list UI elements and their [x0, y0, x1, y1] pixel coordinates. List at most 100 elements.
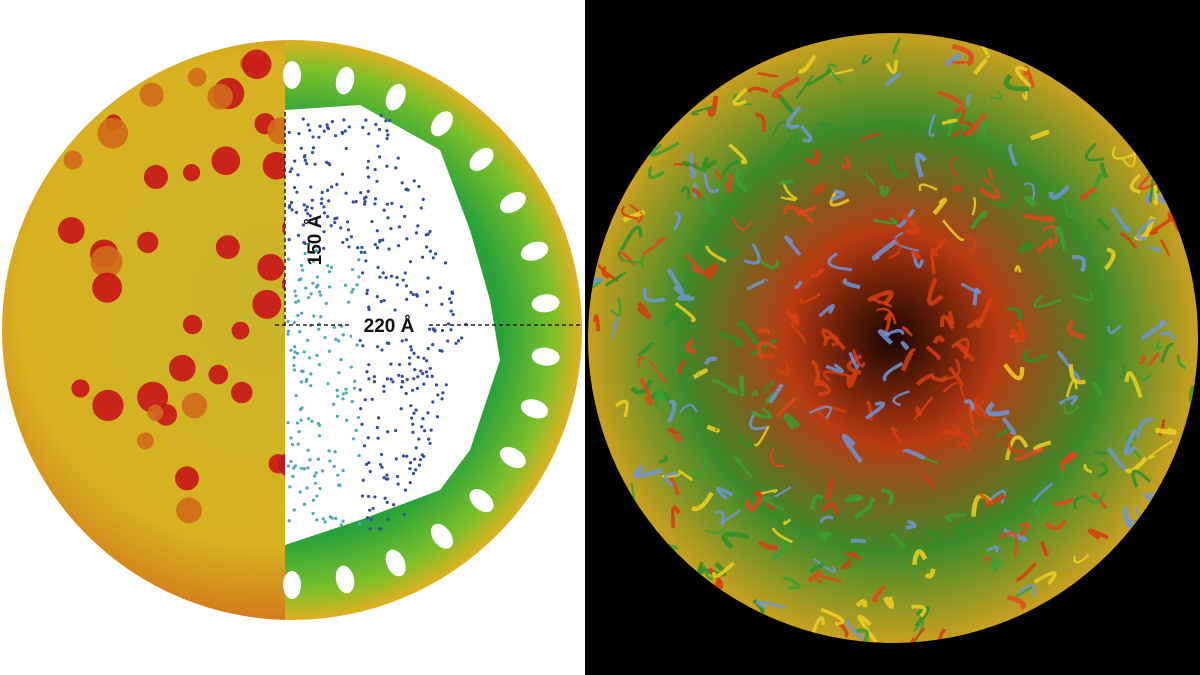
ribbon [771, 527, 793, 544]
spike [92, 389, 124, 422]
hole [531, 347, 560, 366]
dot [301, 268, 305, 272]
spike [230, 381, 253, 404]
ribbon [721, 159, 742, 178]
ribbon [1148, 179, 1154, 203]
dot [395, 283, 399, 287]
dot [292, 368, 297, 372]
ribbon [648, 359, 667, 383]
dot [431, 343, 435, 347]
ribbon [684, 253, 704, 275]
dot [411, 471, 416, 476]
ribbon [882, 596, 895, 609]
ribbon [810, 267, 826, 279]
dot [421, 416, 425, 421]
dot [412, 377, 416, 381]
dot [362, 444, 367, 448]
dot [297, 132, 301, 136]
dot [303, 153, 307, 158]
ribbon [702, 263, 718, 281]
hole [520, 399, 549, 419]
dot [394, 428, 398, 433]
ribbon [914, 152, 927, 178]
ribbon [950, 128, 963, 138]
dot [339, 358, 343, 362]
dot [359, 407, 363, 411]
dot [419, 206, 423, 210]
dot [292, 363, 296, 368]
dot [403, 271, 407, 275]
dot [329, 265, 333, 269]
ribbon [831, 189, 845, 202]
ribbon [925, 345, 941, 360]
dot [395, 275, 399, 280]
ribbon [947, 116, 953, 137]
hole [469, 489, 494, 513]
dot [405, 454, 409, 458]
dot [307, 356, 312, 360]
ribbon [753, 425, 770, 447]
dot [420, 425, 424, 429]
spike [147, 404, 164, 421]
dot [342, 118, 346, 122]
dot [319, 201, 324, 205]
ribbon [1129, 173, 1142, 194]
spike [182, 164, 201, 182]
dot [387, 247, 391, 251]
ribbon [1053, 497, 1074, 507]
dot [351, 200, 355, 204]
dot [290, 167, 294, 171]
dot [363, 200, 367, 204]
ribbon [930, 247, 939, 274]
dot [391, 380, 395, 384]
dot [385, 129, 389, 133]
dot [412, 179, 416, 183]
ribbon [1039, 540, 1049, 557]
spike [257, 253, 285, 281]
ribbon [1048, 184, 1071, 200]
dot [328, 285, 332, 289]
dot [400, 181, 404, 185]
ribbon [944, 53, 962, 68]
dot [366, 175, 371, 179]
dot [384, 477, 389, 481]
dot [450, 290, 454, 294]
ribbon [776, 360, 790, 376]
dot [304, 208, 308, 212]
ribbon [711, 377, 739, 395]
dot [339, 523, 343, 527]
ribbon [1066, 319, 1086, 340]
ribbon [1034, 502, 1052, 514]
dot [330, 516, 334, 520]
dot [308, 458, 312, 462]
dot [366, 189, 370, 193]
ribbon [782, 518, 792, 525]
dot [414, 292, 419, 297]
dot [384, 275, 388, 280]
dot [294, 210, 299, 214]
ribbon [820, 607, 845, 626]
dot [335, 182, 339, 187]
dot [424, 303, 429, 307]
dot [411, 430, 415, 434]
dot [311, 511, 315, 516]
ribbon [1124, 371, 1143, 399]
dot [449, 328, 453, 332]
dot [289, 348, 293, 352]
dot [399, 385, 404, 389]
dot [375, 229, 379, 233]
ribbon [1111, 146, 1136, 160]
ribbon [795, 74, 814, 99]
dot [434, 383, 439, 387]
dot [305, 162, 309, 166]
ribbon [1160, 342, 1174, 364]
ribbon [848, 351, 859, 370]
dot [395, 474, 400, 479]
spike [63, 150, 83, 170]
dot [299, 418, 303, 422]
dot [351, 287, 355, 292]
dot [341, 468, 345, 473]
dot [373, 202, 377, 206]
ribbon [807, 68, 832, 87]
dot [330, 120, 334, 124]
